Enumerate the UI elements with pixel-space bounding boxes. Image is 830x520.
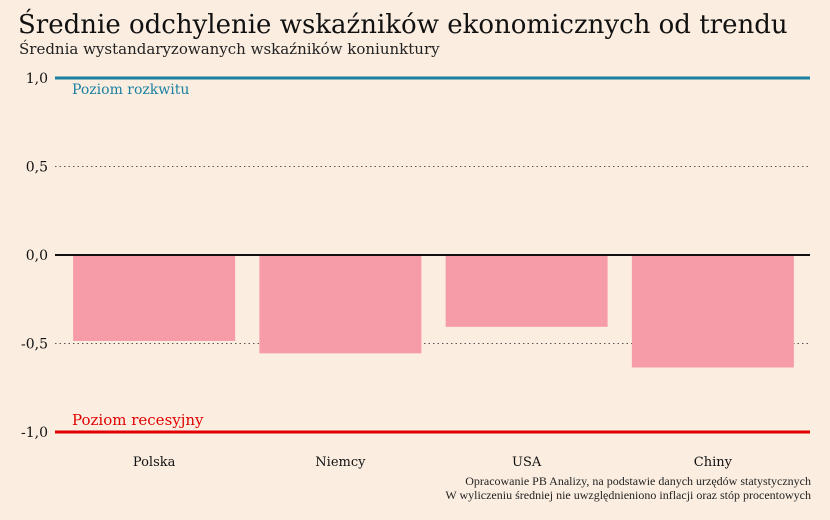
bar xyxy=(259,256,422,354)
x-category-label: Chiny xyxy=(694,455,733,470)
boom-level-label: Poziom rozkwitu xyxy=(72,82,189,98)
x-category-label: USA xyxy=(512,455,542,470)
bar xyxy=(445,256,608,327)
recession-level-label: Poziom recesyjny xyxy=(72,411,204,429)
bar xyxy=(631,256,794,368)
y-tick-label: -0,5 xyxy=(21,337,48,353)
source-note: Opracowanie PB Analizy, na podstawie dan… xyxy=(465,474,811,488)
y-tick-label: 0,5 xyxy=(26,160,48,176)
chart-subtitle: Średnia wystandaryzowanych wskaźników ko… xyxy=(19,40,440,58)
chart-title: Średnie odchylenie wskaźników ekonomiczn… xyxy=(18,10,788,40)
bar xyxy=(73,256,236,341)
x-category-label: Polska xyxy=(133,455,176,470)
y-tick-label: 1,0 xyxy=(26,71,48,87)
y-tick-label: 0,0 xyxy=(26,248,48,264)
x-category-label: Niemcy xyxy=(315,455,366,470)
y-tick-label: -1,0 xyxy=(21,425,48,441)
methodology-note: W wyliczeniu średniej nie uwzględnienion… xyxy=(445,488,811,502)
